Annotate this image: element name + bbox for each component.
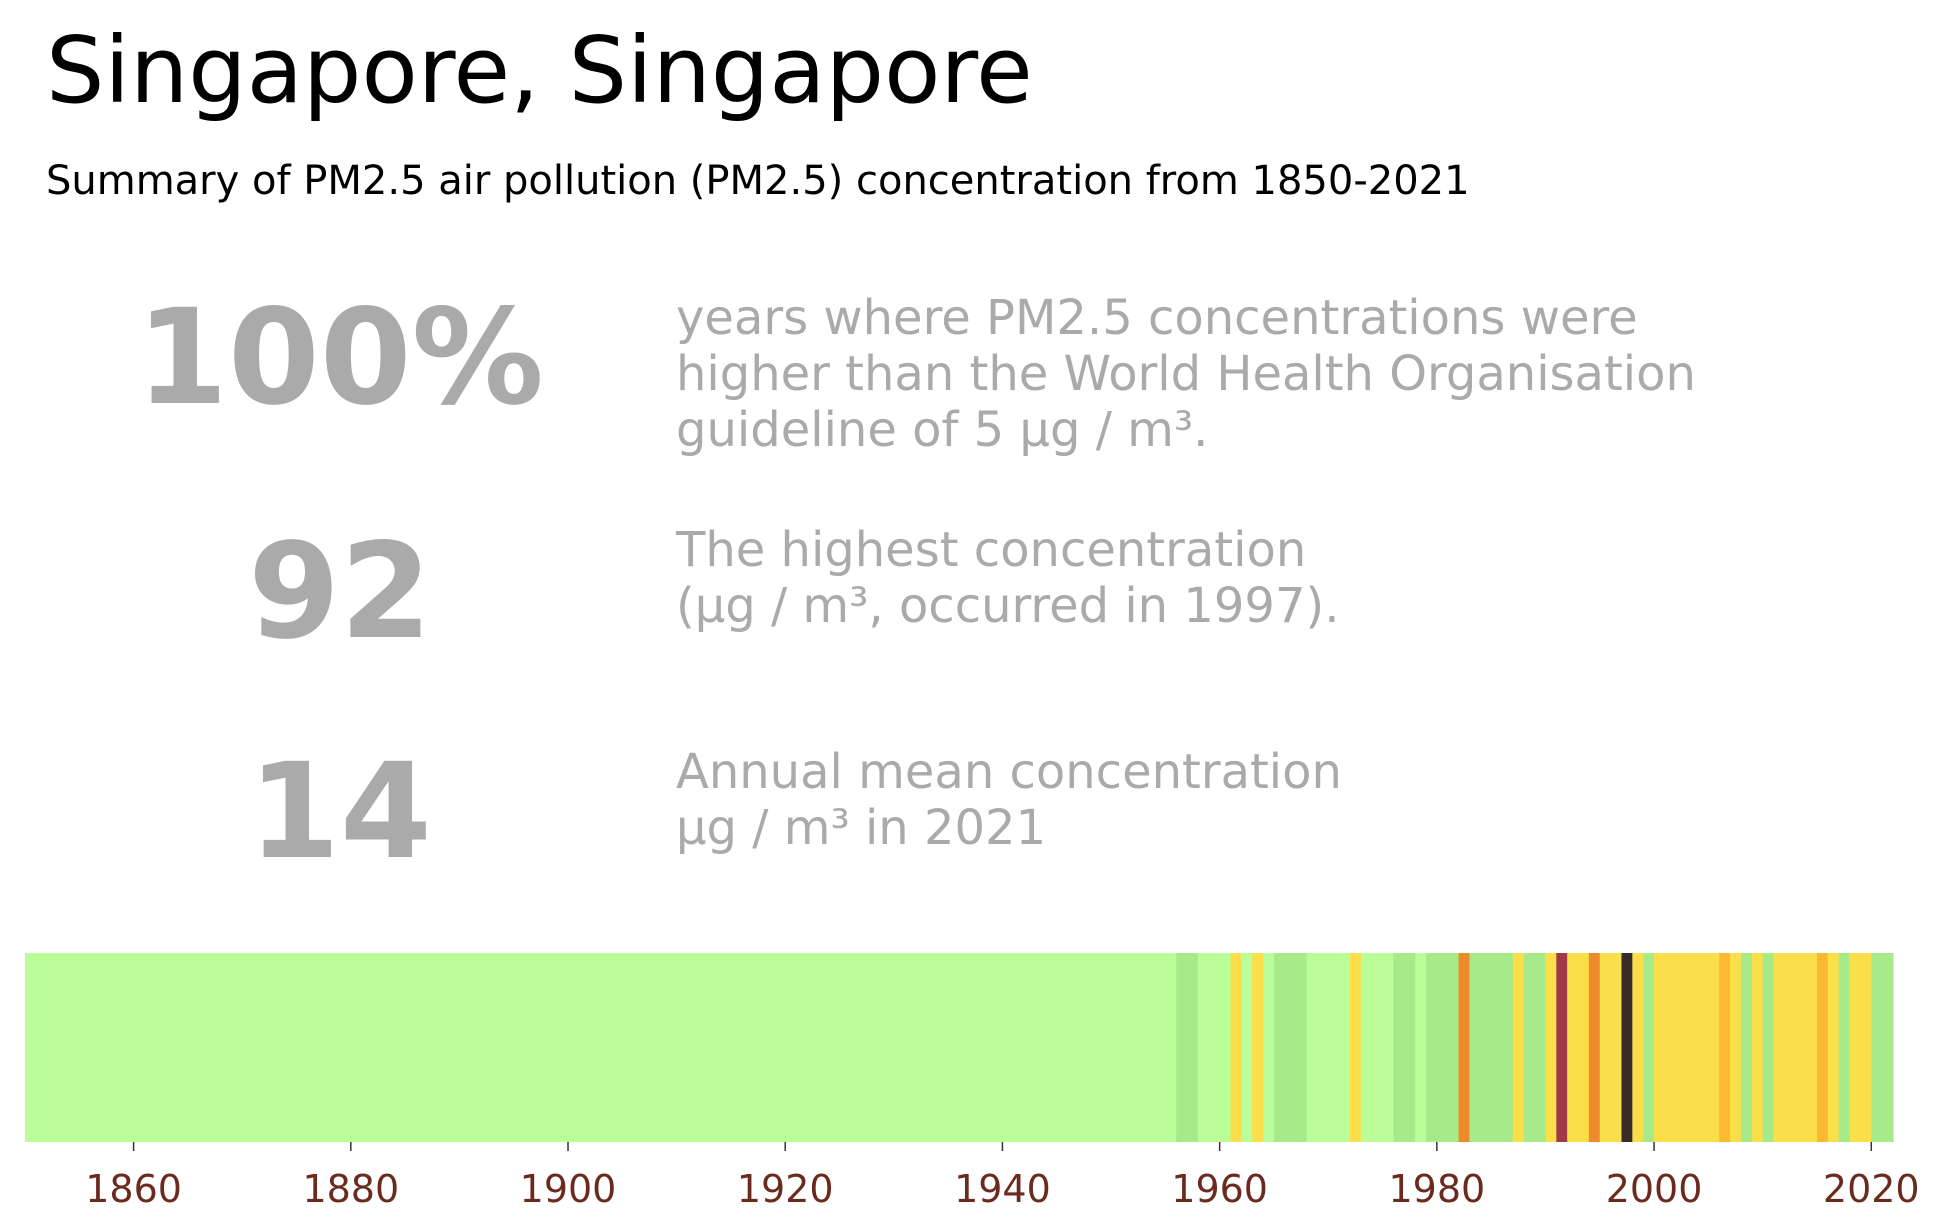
x-tick-label: 1960	[1171, 1167, 1268, 1211]
stripe-segment	[25, 953, 1177, 1142]
stripe-segment	[1469, 953, 1514, 1142]
x-tick-label: 1940	[954, 1167, 1051, 1211]
stat-desc-line: (μg / m³, occurred in 1997).	[676, 578, 1340, 634]
stat-desc-line: higher than the World Health Organisatio…	[676, 346, 1696, 402]
x-tick-label: 2020	[1823, 1167, 1920, 1211]
stat-value-highest: 92	[248, 515, 432, 669]
stripe-segment	[1545, 953, 1557, 1142]
stripe-segment	[1773, 953, 1818, 1142]
x-tick-label: 1860	[85, 1167, 182, 1211]
stripe-segment	[1751, 953, 1764, 1142]
stripe-segment	[1230, 953, 1242, 1142]
stripe-segment	[1512, 953, 1525, 1142]
x-tick-label: 1880	[302, 1167, 399, 1211]
stripe-segment	[1838, 953, 1851, 1142]
stripe-segment	[1241, 953, 1253, 1142]
stripe-segment	[1556, 953, 1568, 1142]
stripe-segment	[1567, 953, 1590, 1142]
page-subtitle: Summary of PM2.5 air pollution (PM2.5) c…	[46, 158, 1470, 204]
stripe-segment	[1871, 953, 1894, 1142]
stripe-segment	[1588, 953, 1601, 1142]
stat-desc-highest: The highest concentration (μg / m³, occu…	[676, 522, 1340, 634]
stripe-segment	[1197, 953, 1232, 1142]
x-tick-label: 2000	[1606, 1167, 1703, 1211]
stripe-segment	[1599, 953, 1623, 1142]
stat-desc-exceedance: years where PM2.5 concentrations were hi…	[676, 290, 1696, 458]
stat-desc-line: Annual mean concentration	[676, 744, 1342, 800]
stripe-segment	[1621, 953, 1633, 1142]
stripe-segment	[1719, 953, 1731, 1142]
stripe-segment	[1730, 953, 1742, 1142]
stripe-segment	[1273, 953, 1308, 1142]
stripe-segment	[1816, 953, 1829, 1142]
stripe-segment	[1393, 953, 1416, 1142]
stat-desc-line: guideline of 5 μg / m³.	[676, 402, 1209, 458]
stripe-segment	[1252, 953, 1264, 1142]
stripe-segment	[1426, 953, 1460, 1142]
stat-desc-line: years where PM2.5 concentrations were	[676, 290, 1638, 346]
stripe-segment	[1349, 953, 1362, 1142]
stat-desc-mean: Annual mean concentration μg / m³ in 202…	[676, 744, 1342, 856]
x-tick-label: 1920	[737, 1167, 834, 1211]
stripe-segment	[1654, 953, 1720, 1142]
page-title: Singapore, Singapore	[46, 17, 1033, 124]
stripe-segment	[1306, 953, 1351, 1142]
stat-value-mean: 14	[248, 735, 432, 889]
stat-desc-line: The highest concentration	[676, 522, 1307, 578]
stripe-segment	[1643, 953, 1655, 1142]
stripe-segment	[1263, 953, 1275, 1142]
stripe-segment	[1740, 953, 1753, 1142]
stripe-segment	[1762, 953, 1775, 1142]
stripe-segment	[1849, 953, 1872, 1142]
x-tick-label: 1980	[1389, 1167, 1486, 1211]
stripe-segment	[1827, 953, 1840, 1142]
stripe-segment	[1415, 953, 1427, 1142]
stat-value-exceedance: 100%	[136, 281, 544, 435]
stripe-segment	[1458, 953, 1471, 1142]
stripe-segment	[1632, 953, 1644, 1142]
stripe-segment	[1176, 953, 1199, 1142]
stripe-segment	[1523, 953, 1547, 1142]
x-tick-label: 1900	[520, 1167, 617, 1211]
stripe-segment	[1360, 953, 1395, 1142]
stat-desc-line: μg / m³ in 2021	[676, 800, 1047, 856]
